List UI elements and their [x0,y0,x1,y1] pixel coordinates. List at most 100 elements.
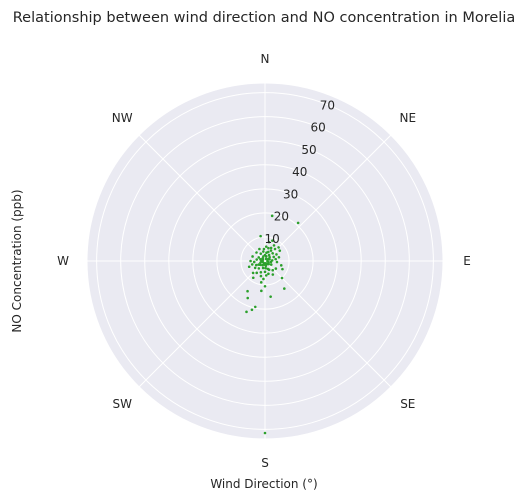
data-point [250,308,254,312]
data-point [251,271,255,275]
data-point [245,310,248,314]
data-point [268,255,271,259]
direction-label-ne: NE [400,111,417,125]
radial-tick-label: 20 [274,210,289,224]
data-point [266,257,270,261]
direction-labels: N NE E SE S SW W NW [57,52,471,470]
data-point [259,263,262,267]
data-point [274,257,277,261]
data-point [271,252,274,255]
data-point [246,289,249,293]
data-point [267,240,271,244]
data-point [260,289,263,293]
data-point [251,276,255,280]
data-point [250,263,254,266]
data-point [255,258,259,261]
data-point [263,253,267,257]
data-point [267,253,271,257]
data-point [263,270,267,274]
data-points [245,214,300,435]
data-point [249,259,252,263]
data-point [258,247,261,251]
data-point [267,246,270,250]
radial-tick-label: 70 [320,98,335,112]
data-point [270,259,274,262]
data-point [262,247,266,251]
radial-tick-label: 30 [283,187,298,201]
radial-tick-label: 10 [265,232,280,246]
grid-spoke-45 [264,134,392,262]
data-point [255,271,259,275]
direction-label-n: N [261,52,270,66]
direction-label-e: E [463,254,471,268]
data-point [279,264,283,267]
data-point [246,296,250,300]
data-point [269,263,273,266]
data-point [275,260,279,264]
direction-label-sw: SW [112,397,132,411]
data-point [267,268,271,272]
data-point [269,249,273,252]
data-point [296,221,300,225]
data-point [255,251,258,254]
direction-label-se: SE [400,397,415,411]
radial-tick-label: 50 [301,143,316,157]
data-point [271,273,275,276]
radial-tick-label: 40 [292,165,307,179]
data-point [269,295,272,298]
direction-label-s: S [261,456,269,470]
data-point [259,252,263,256]
data-point [253,305,257,309]
data-point [265,251,268,255]
data-point [257,256,261,259]
data-point [259,271,263,274]
data-point [252,260,256,264]
data-point [272,255,276,259]
data-point [264,261,268,265]
radial-tick-labels: 10 20 30 40 50 60 70 [265,98,335,245]
chart-title: Relationship between wind direction and … [13,10,515,26]
data-point [259,281,263,284]
data-point [251,255,254,258]
data-point [264,257,268,261]
data-point [264,274,268,277]
data-point [261,258,265,262]
direction-label-w: W [57,254,69,268]
data-point [270,214,274,218]
radial-tick-label: 60 [311,121,326,135]
data-point [259,274,263,278]
grid-spoke-315 [138,134,266,262]
data-point [257,267,261,270]
data-point [262,250,265,253]
data-point [280,276,284,280]
data-point [259,261,262,264]
grid-spoke-225 [138,260,266,388]
data-point [247,265,251,269]
data-point [272,244,276,247]
data-point [259,234,262,238]
data-point [269,246,273,250]
data-point [264,245,268,248]
data-point [261,266,265,270]
polar-grid [87,83,443,439]
data-point [271,268,275,272]
y-axis-label: NO Concentration (ppb) [10,189,24,332]
data-point [277,255,281,259]
data-point [275,253,278,256]
data-point [283,287,286,290]
data-point [277,246,280,249]
data-point [262,277,265,281]
data-point [254,263,258,267]
data-point [278,249,282,252]
data-point [274,267,278,270]
x-axis-label: Wind Direction (°) [210,477,317,491]
data-point [253,266,257,270]
data-point [281,267,284,271]
data-point [263,431,267,435]
data-point [263,284,267,288]
direction-label-nw: NW [112,111,133,125]
data-point [267,272,270,276]
grid-spoke-135 [264,260,392,388]
